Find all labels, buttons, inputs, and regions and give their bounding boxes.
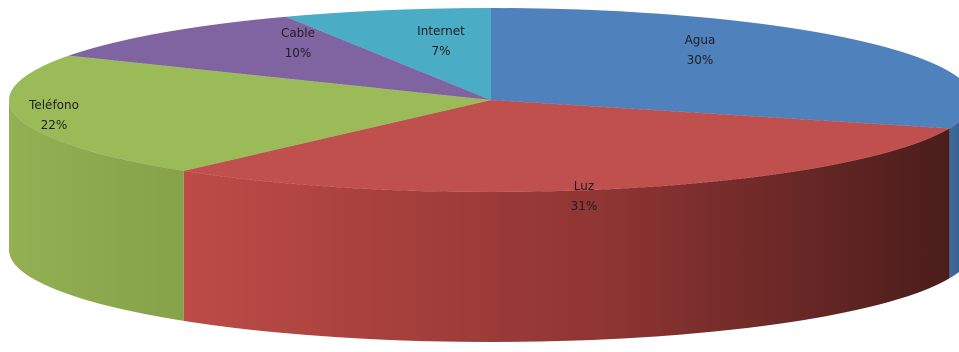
pie-side-walls xyxy=(9,100,959,342)
pie-slice-teléfono xyxy=(8,55,491,171)
slice-label-agua: Agua xyxy=(685,33,716,47)
slice-label-teléfono: Teléfono xyxy=(28,98,79,112)
pie-slice-cable xyxy=(68,16,491,100)
slice-percent-agua: 30% xyxy=(687,53,714,67)
pie-slice-agua xyxy=(491,8,959,129)
pie-slice-internet xyxy=(285,8,491,100)
slice-label-luz: Luz xyxy=(574,179,594,193)
slice-label-internet: Internet xyxy=(417,24,465,38)
pie-labels: Agua 30% Luz 31% Teléfono 22% Cable 10% Internet… xyxy=(28,24,715,213)
pie-wall-luz xyxy=(183,128,950,342)
slice-percent-internet: 7% xyxy=(431,44,450,58)
slice-label-cable: Cable xyxy=(281,26,315,40)
pie-slice-luz xyxy=(183,100,950,192)
slice-percent-luz: 31% xyxy=(571,199,598,213)
pie-top-faces xyxy=(8,8,959,192)
pie-wall-agua xyxy=(949,121,959,279)
pie-wall-teléfono xyxy=(9,100,184,321)
slice-percent-teléfono: 22% xyxy=(41,118,68,132)
slice-percent-cable: 10% xyxy=(285,46,312,60)
